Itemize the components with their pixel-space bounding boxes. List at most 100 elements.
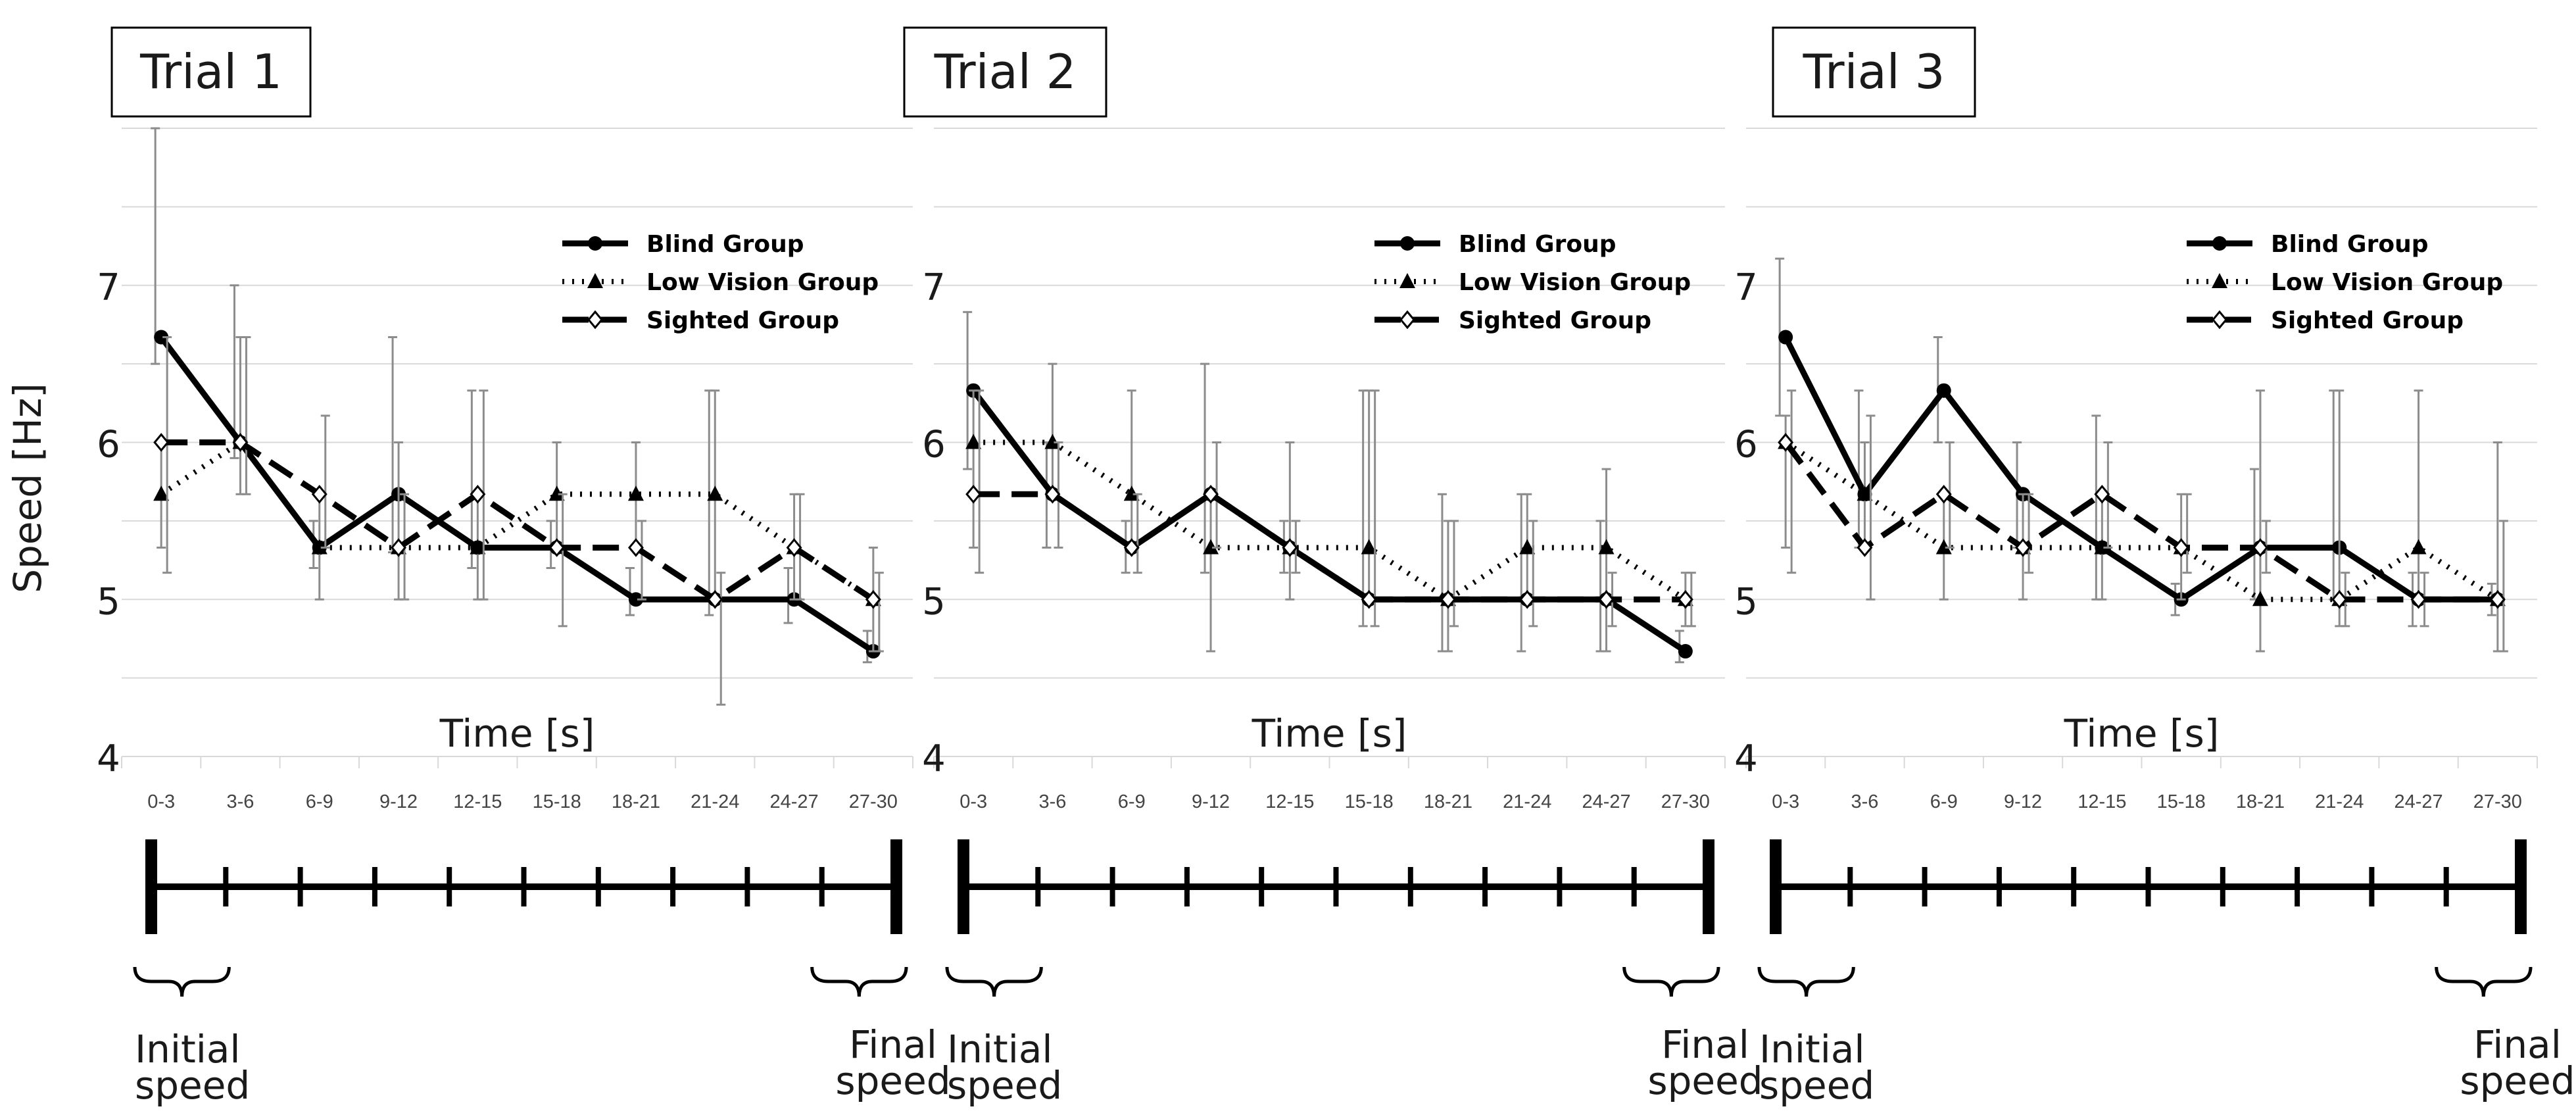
data-point: [2094, 539, 2110, 555]
data-point: [865, 589, 881, 609]
x-tick-label: 21-24: [691, 791, 739, 812]
data-point: [1519, 589, 1536, 609]
x-axis-label: Time [s]: [1252, 711, 1407, 756]
x-tick-label: 3-6: [1038, 791, 1066, 812]
final-speed-label: Final: [2473, 1022, 2562, 1067]
x-tick-label: 3-6: [1851, 791, 1878, 812]
x-tick-label: 27-30: [2473, 791, 2522, 812]
data-point: [2489, 589, 2506, 609]
data-point: [1936, 383, 1951, 398]
x-tick-label: 27-30: [849, 791, 898, 812]
x-tick-label: 24-27: [2394, 791, 2442, 812]
y-tick-label: 5: [922, 580, 946, 623]
series-line-sighted-group: [1783, 440, 2498, 603]
data-point: [1598, 589, 1615, 609]
data-point: [1282, 538, 1298, 557]
series-line-blind-group: [1783, 335, 2498, 603]
data-point: [965, 484, 982, 504]
data-point: [154, 330, 169, 345]
data-point: [1123, 485, 1140, 501]
initial-speed-label: speed: [1759, 1063, 1874, 1108]
data-point: [153, 485, 170, 501]
x-tick-label: 6-9: [306, 791, 333, 812]
data-point: [1935, 539, 1952, 555]
x-tick-label: 6-9: [1118, 791, 1146, 812]
y-tick-label: 4: [1734, 737, 1758, 780]
y-tick-label: 7: [1734, 266, 1758, 309]
series-line-sighted-group: [973, 491, 1686, 603]
x-tick-label: 12-15: [453, 791, 502, 812]
x-tick-label: 0-3: [960, 791, 987, 812]
data-point: [2252, 538, 2268, 557]
y-tick-label: 6: [922, 424, 946, 466]
data-point: [1598, 539, 1615, 555]
final-speed-label: speed: [2460, 1058, 2575, 1103]
legend-marker: [1400, 236, 1415, 251]
data-point: [628, 592, 643, 607]
series-line-sighted-group: [161, 439, 875, 603]
initial-speed-label: Initial: [135, 1027, 241, 1072]
y-tick-label: 4: [922, 737, 946, 780]
x-tick-label: 18-21: [1424, 791, 1472, 812]
data-point: [1519, 539, 1536, 555]
x-tick-label: 0-3: [1772, 791, 1799, 812]
legend-marker: [588, 236, 602, 251]
x-tick-label: 3-6: [226, 791, 254, 812]
data-point: [1778, 330, 1793, 345]
data-point: [1678, 644, 1693, 659]
x-tick-label: 18-21: [612, 791, 660, 812]
chart-title-box: [1772, 26, 1976, 118]
initial-speed-label: Initial: [947, 1027, 1053, 1072]
legend-marker: [2212, 236, 2227, 251]
data-point: [1440, 589, 1456, 609]
data-point: [1123, 538, 1140, 557]
y-tick-label: 6: [1734, 424, 1758, 466]
x-tick-label: 12-15: [2078, 791, 2126, 812]
data-point: [311, 539, 328, 555]
data-point: [311, 484, 328, 504]
legend-entry: Low Vision Group: [646, 269, 879, 296]
series-line-blind-group: [158, 335, 875, 654]
data-point: [1935, 484, 1952, 504]
data-point: [470, 539, 486, 555]
final-speed-label: Final: [849, 1022, 937, 1067]
final-speed-brace: [1622, 966, 1720, 997]
initial-speed-label: speed: [947, 1063, 1062, 1108]
data-point: [2252, 591, 2268, 607]
x-axis-label: Time [s]: [2064, 711, 2220, 756]
final-speed-label: speed: [1647, 1058, 1762, 1103]
y-tick-label: 6: [97, 424, 120, 466]
data-point: [548, 538, 565, 557]
data-point: [1203, 539, 1219, 555]
initial-speed-brace: [1757, 966, 1855, 997]
chart-title-box: [110, 26, 312, 118]
data-point: [1778, 433, 1794, 452]
chart-title: Trial 1: [139, 44, 282, 99]
data-point: [707, 485, 723, 501]
initial-speed-label: Initial: [1759, 1027, 1865, 1072]
initial-speed-brace: [133, 966, 231, 997]
x-axis-label: Time [s]: [439, 711, 595, 756]
legend-marker: [1399, 273, 1415, 288]
x-tick-label: 24-27: [769, 791, 818, 812]
x-tick-label: 9-12: [379, 791, 418, 812]
final-speed-label: Final: [1661, 1022, 1749, 1067]
legend-entry: Sighted Group: [1459, 307, 1651, 334]
x-tick-label: 15-18: [2157, 791, 2206, 812]
x-tick-label: 18-21: [2236, 791, 2285, 812]
x-tick-label: 9-12: [2004, 791, 2042, 812]
final-speed-label: speed: [835, 1058, 950, 1103]
data-point: [1857, 538, 1873, 557]
data-point: [1857, 485, 1873, 501]
data-point: [2410, 539, 2427, 555]
legend-marker: [2212, 273, 2227, 288]
data-point: [548, 485, 565, 501]
final-speed-brace: [2435, 966, 2533, 997]
data-point: [1677, 589, 1693, 609]
x-tick-label: 12-15: [1265, 791, 1314, 812]
x-tick-label: 15-18: [533, 791, 581, 812]
x-tick-label: 21-24: [1503, 791, 1551, 812]
x-tick-label: 6-9: [1930, 791, 1958, 812]
legend-entry: Sighted Group: [2271, 307, 2464, 334]
